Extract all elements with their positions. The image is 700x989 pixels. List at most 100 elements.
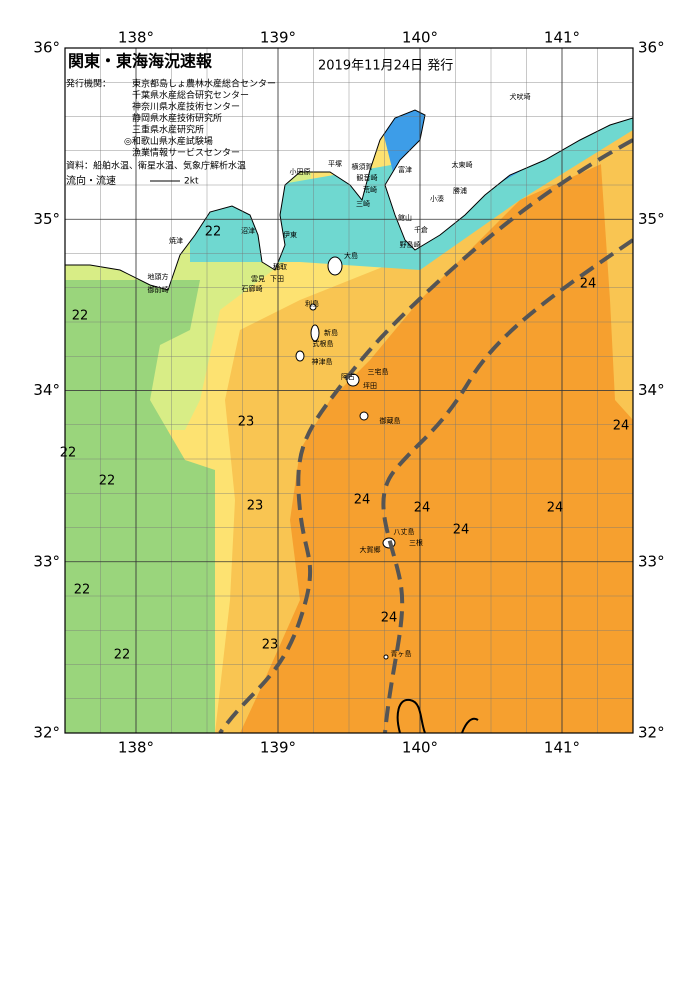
place-name: 太東崎	[452, 160, 473, 169]
isotherm-label: 22	[60, 446, 77, 461]
sources: 資料：船舶水温、衛星水温、気象庁解析水温	[66, 160, 246, 172]
lon-label-bottom: 141°	[544, 739, 580, 757]
place-name: 利島	[305, 299, 319, 308]
isotherm-label: 22	[99, 474, 116, 489]
place-name: 神津島	[312, 357, 333, 366]
agency: 漁業情報サービスセンター	[132, 147, 240, 159]
place-name: 地頭方	[148, 272, 169, 281]
isotherm-label: 24	[580, 277, 597, 292]
agency: 千葉県水産総合研究センター	[132, 89, 249, 101]
lat-label-left: 33°	[33, 552, 60, 570]
place-name: 観音崎	[357, 173, 378, 182]
place-name: 八丈島	[394, 527, 415, 536]
map-frame	[64, 47, 634, 734]
place-name: 大賀郷	[360, 545, 381, 554]
isotherm-label: 23	[247, 499, 264, 514]
place-name: 館山	[398, 213, 412, 222]
lon-label-bottom: 139°	[260, 739, 296, 757]
isotherm-label: 24	[453, 523, 470, 538]
isotherm-label: 22	[205, 225, 222, 240]
isotherm-label: 23	[238, 415, 255, 430]
place-name: 千倉	[414, 225, 428, 234]
isotherm-label: 24	[414, 501, 431, 516]
lat-label-right: 36°	[638, 39, 665, 57]
place-name: 式根島	[313, 339, 334, 348]
grid	[65, 48, 633, 733]
place-name: 小湊	[430, 194, 444, 203]
lon-label-bottom: 138°	[118, 739, 154, 757]
place-name: 石廊崎	[242, 284, 263, 293]
isotherm-label: 22	[114, 648, 131, 663]
place-name: 勝浦	[453, 186, 467, 195]
place-name: 横須賀	[352, 162, 373, 171]
isotherm-label: 22	[74, 583, 91, 598]
contour	[396, 698, 479, 733]
place-name: 三崎	[356, 199, 370, 208]
place-name: 犬吠埼	[510, 92, 531, 101]
lat-label-left: 35°	[33, 210, 60, 228]
lon-label-top: 140°	[402, 29, 438, 47]
isotherm-label: 24	[547, 501, 564, 516]
place-name: 坪田	[363, 382, 377, 390]
place-name: 雲見	[251, 275, 265, 283]
isotherm-label: 24	[381, 611, 398, 626]
map-title: 関東・東海海況速報	[68, 52, 213, 71]
kuroshio-axis	[218, 138, 633, 733]
place-name: 青ヶ島	[391, 649, 412, 658]
lat-label-right: 34°	[638, 381, 665, 399]
agency: 静岡県水産技術研究所	[132, 112, 222, 124]
agency: 神奈川県水産技術センター	[132, 101, 240, 113]
agencies: 東京都島しょ農林水産総合センター千葉県水産総合研究センター神奈川県水産技術センタ…	[124, 78, 276, 159]
map-area	[65, 48, 633, 733]
lon-label-top: 138°	[118, 29, 154, 47]
sst-zone	[65, 280, 215, 733]
place-name: 大島	[344, 251, 358, 260]
place-name: 阿古	[341, 372, 355, 381]
place-name: 三根	[409, 538, 423, 547]
lon-label-top: 141°	[544, 29, 580, 47]
isotherm-label: 22	[72, 309, 89, 324]
isotherm-label: 24	[613, 419, 630, 434]
place-name: 伊東	[283, 230, 297, 239]
lon-label-top: 139°	[260, 29, 296, 47]
island	[327, 256, 343, 276]
island	[383, 654, 389, 660]
current-label: 流向・流速	[66, 174, 116, 187]
place-name: 荒崎	[363, 185, 377, 194]
place-name: 富津	[398, 165, 412, 174]
isotherm-label: 24	[354, 493, 371, 508]
lat-label-left: 36°	[33, 39, 60, 57]
agency: ◎和歌山県水産試験場	[124, 135, 213, 147]
agency: 東京都島しょ農林水産総合センター	[132, 78, 276, 90]
lat-label-right: 35°	[638, 210, 665, 228]
issue-date: 2019年11月24日 発行	[318, 59, 453, 74]
place-name: 沼津	[241, 226, 255, 235]
agencies-label: 発行機関：	[66, 78, 111, 90]
isotherm-label: 23	[262, 638, 279, 653]
lat-label-right: 32°	[638, 724, 665, 742]
place-name: 新島	[324, 328, 338, 337]
sst-zone	[600, 150, 633, 420]
place-name: 小田原	[290, 167, 311, 176]
islands	[295, 256, 396, 660]
place-name: 御前崎	[148, 285, 169, 294]
lon-label-bottom: 140°	[402, 739, 438, 757]
lat-label-left: 34°	[33, 381, 60, 399]
place-name: 野島崎	[400, 240, 421, 249]
place-name: 三宅島	[368, 367, 389, 376]
place-name: 焼津	[169, 236, 183, 245]
lat-label-right: 33°	[638, 552, 665, 570]
place-name: 御蔵島	[380, 416, 401, 425]
island	[295, 350, 305, 362]
place-name: 下田	[270, 275, 284, 283]
lat-label-left: 32°	[33, 724, 60, 742]
island	[309, 303, 317, 311]
agency: 三重県水産研究所	[132, 124, 204, 136]
place-name: 稲取	[273, 262, 287, 271]
island	[359, 411, 369, 421]
kuroshio-axis	[381, 238, 633, 733]
island	[310, 324, 320, 342]
place-name: 平塚	[328, 159, 342, 168]
current-scale: 2kt	[184, 177, 199, 187]
